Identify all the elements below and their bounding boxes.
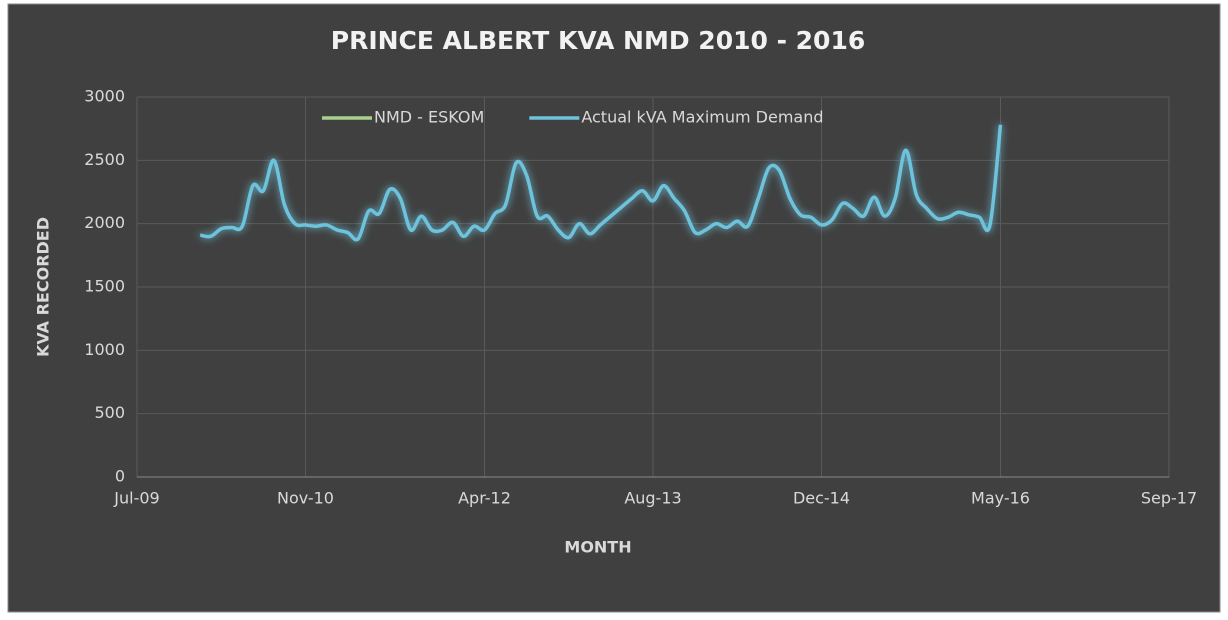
legend-label: NMD - ESKOM <box>374 108 484 127</box>
chart-title: PRINCE ALBERT KVA NMD 2010 - 2016 <box>331 26 866 55</box>
x-tick-label: Dec-14 <box>793 489 850 508</box>
series-line <box>199 124 1003 242</box>
legend-label: Actual kVA Maximum Demand <box>581 108 823 127</box>
chart-background <box>7 3 1221 613</box>
x-axis-title: MONTH <box>564 538 631 557</box>
x-tick-label: Nov-10 <box>277 489 334 508</box>
y-tick-label: 1000 <box>84 340 125 359</box>
x-tick-label: May-16 <box>971 489 1030 508</box>
y-tick-label: 2000 <box>84 213 125 232</box>
x-tick-label: Apr-12 <box>458 489 511 508</box>
x-tick-label: Sep-17 <box>1141 489 1197 508</box>
y-axis-title: KVA RECORDED <box>34 217 53 357</box>
y-tick-label: 1500 <box>84 277 125 296</box>
y-tick-label: 0 <box>115 467 125 486</box>
y-tick-label: 500 <box>94 403 125 422</box>
y-tick-label: 2500 <box>84 150 125 169</box>
y-tick-label: 3000 <box>84 87 125 106</box>
x-tick-label: Aug-13 <box>624 489 681 508</box>
x-tick-label: Jul-09 <box>113 489 159 508</box>
